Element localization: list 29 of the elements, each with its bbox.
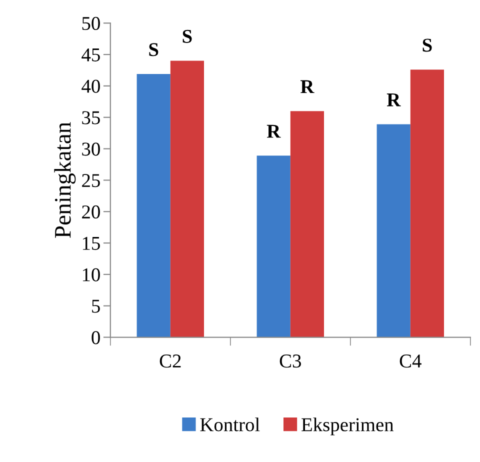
y-tick-label: 25 [82, 174, 100, 188]
bar [290, 111, 324, 338]
y-tick-label: 30 [82, 142, 100, 156]
bar [170, 60, 204, 338]
data-label: R [266, 124, 281, 138]
bar [376, 124, 410, 338]
legend-label: Eksperimen [302, 418, 394, 436]
data-label: R [300, 80, 314, 94]
y-axis-title: Peningkatan [54, 122, 76, 238]
data-label: R [386, 93, 401, 106]
data-label: S [182, 30, 192, 43]
x-tick-label: C3 [280, 354, 301, 368]
y-tick-label: 40 [82, 80, 100, 93]
y-tick-label: 5 [92, 300, 100, 313]
x-tick-label: C4 [400, 354, 422, 368]
bar [136, 74, 170, 338]
data-label: S [422, 38, 432, 52]
y-tick-label: 35 [82, 111, 100, 124]
bar [410, 70, 444, 338]
y-tick-label: 20 [82, 205, 100, 219]
y-tick-label: 45 [82, 48, 100, 62]
legend-label: Kontrol [200, 418, 260, 432]
bar [256, 156, 290, 338]
y-tick-label: 10 [82, 268, 100, 282]
x-tick-label: C2 [160, 354, 181, 368]
y-tick-label: 0 [92, 331, 100, 344]
data-label: S [149, 43, 158, 56]
y-tick-label: 15 [82, 236, 100, 250]
y-tick-label: 50 [82, 16, 100, 30]
